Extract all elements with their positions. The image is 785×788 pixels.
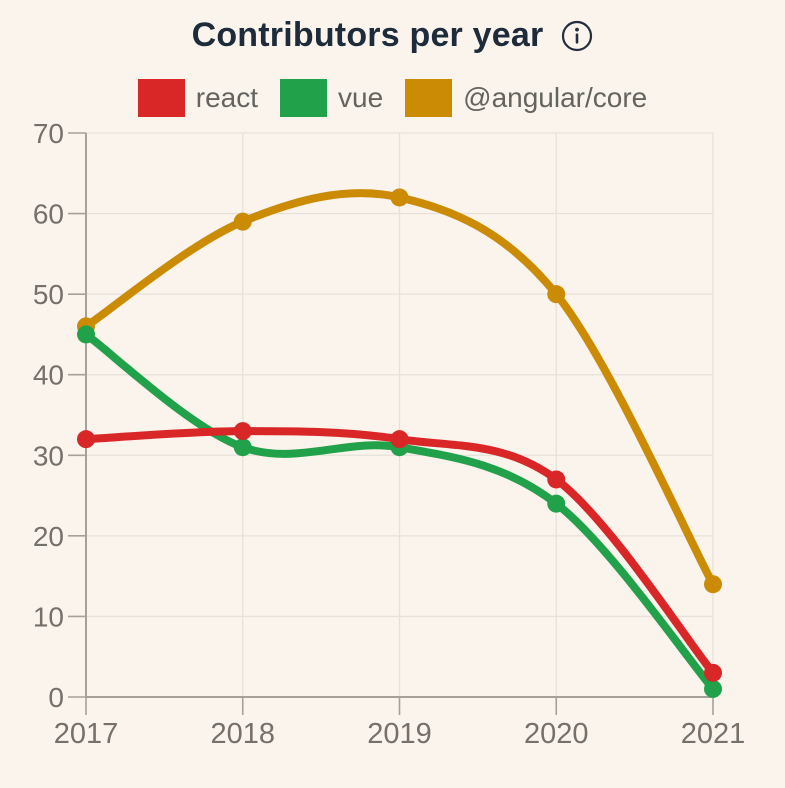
data-point-react-2018[interactable] (233, 422, 252, 441)
data-point-angularcore-2021[interactable] (704, 575, 722, 594)
series-line-angularcore (82, 189, 717, 589)
legend-item-react[interactable]: react (137, 79, 258, 117)
x-tick-label-2017: 2017 (54, 718, 119, 750)
data-point-react-2020[interactable] (547, 470, 566, 489)
x-tick-label-2021: 2021 (681, 718, 746, 750)
y-tick-label-10: 10 (33, 601, 64, 632)
series-line-react (82, 427, 717, 677)
legend-item-angular[interactable]: @angular/core (405, 79, 647, 117)
x-tick-label-2018: 2018 (210, 718, 275, 750)
legend-item-vue[interactable]: vue (280, 79, 383, 117)
info-icon[interactable] (561, 20, 593, 52)
y-tick-label-20: 20 (33, 521, 64, 552)
data-point-react-2021[interactable] (704, 663, 722, 682)
legend-label-vue: vue (338, 82, 384, 113)
data-point-vue-2018[interactable] (233, 438, 252, 457)
legend-label-react: react (195, 82, 258, 113)
y-tick-label-30: 30 (33, 440, 64, 471)
data-point-vue-2017[interactable] (77, 325, 95, 344)
data-point-react-2017[interactable] (77, 430, 95, 449)
data-point-vue-2020[interactable] (547, 494, 566, 513)
data-point-angularcore-2019[interactable] (390, 188, 409, 207)
chart-title: Contributors per year (191, 16, 544, 54)
data-point-react-2019[interactable] (390, 430, 409, 449)
x-tick-label-2020: 2020 (524, 718, 589, 750)
chart-header: Contributors per year (0, 16, 785, 55)
legend-swatch-react (137, 79, 185, 117)
x-tick-label-2019: 2019 (367, 718, 432, 750)
data-point-vue-2021[interactable] (704, 679, 722, 698)
y-tick-label-50: 50 (33, 279, 64, 310)
y-tick-label-0: 0 (48, 682, 64, 713)
data-point-angularcore-2018[interactable] (233, 212, 252, 231)
legend: react vue @angular/core (0, 79, 785, 117)
y-tick-label-60: 60 (33, 199, 64, 230)
data-point-angularcore-2020[interactable] (547, 285, 566, 304)
y-tick-label-40: 40 (33, 360, 64, 391)
legend-swatch-vue (280, 79, 327, 117)
legend-label-angular: @angular/core (463, 82, 648, 113)
y-tick-label-70: 70 (33, 118, 64, 149)
legend-swatch-angular (405, 79, 453, 117)
